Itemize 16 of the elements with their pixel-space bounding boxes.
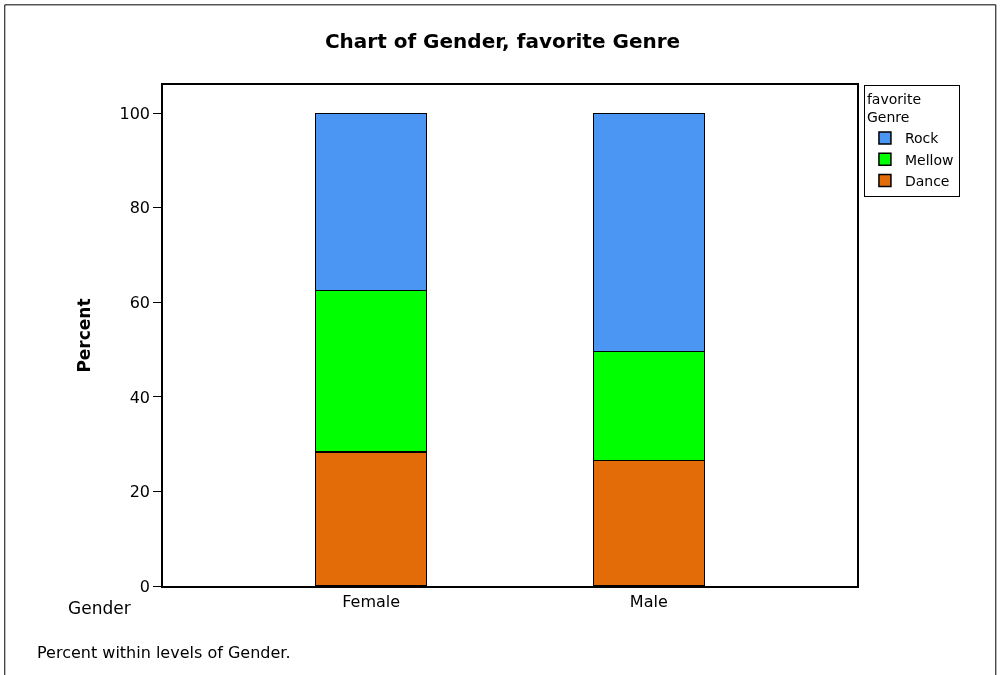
chart-title: Chart of Gender, favorite Genre (324, 28, 681, 53)
x-tick-label: Female (342, 591, 401, 611)
legend-title: favorite Genre (866, 91, 922, 126)
y-tick-label: 0 (139, 576, 151, 596)
y-tick-label: 20 (129, 482, 151, 502)
y-tick-label: 60 (129, 293, 151, 313)
legend-label: Dance (904, 172, 950, 189)
y-tick-label: 100 (119, 103, 151, 123)
x-axis-title: Gender (68, 598, 131, 618)
y-tick-label: 40 (129, 387, 151, 407)
legend-label: Mellow (904, 151, 954, 168)
legend-label: Rock (904, 130, 940, 147)
x-tick-label: Male (629, 591, 668, 611)
y-axis-title: Percent (73, 298, 94, 373)
y-tick-label: 80 (129, 198, 151, 218)
text: Percent within levels of Gender. (37, 643, 291, 662)
